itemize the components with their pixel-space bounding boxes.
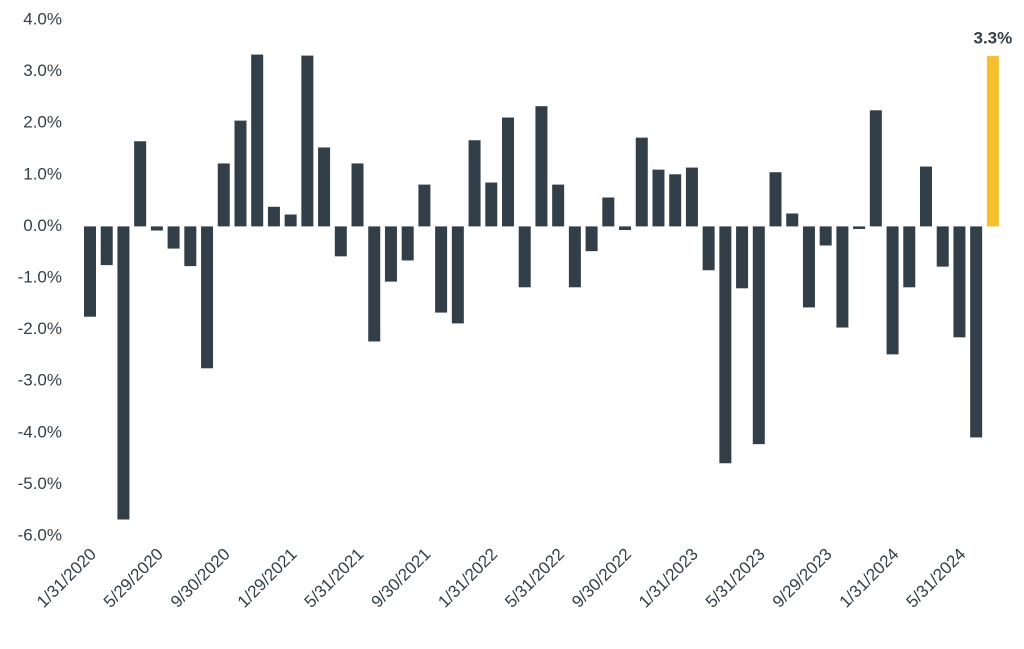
bar xyxy=(685,167,698,227)
x-tick-label: 1/31/2024 xyxy=(836,545,903,612)
bar xyxy=(284,214,297,227)
bar xyxy=(384,226,397,282)
bar xyxy=(552,184,565,227)
y-tick-label: -6.0% xyxy=(18,525,62,544)
bar xyxy=(986,56,999,227)
bar xyxy=(485,182,498,227)
y-tick-label: 1.0% xyxy=(23,164,62,183)
bar xyxy=(736,226,749,289)
bar xyxy=(217,163,230,227)
bar xyxy=(100,226,113,266)
bar xyxy=(970,226,983,438)
x-tick-label: 1/31/2022 xyxy=(434,545,501,612)
bar xyxy=(134,141,147,227)
x-tick-label: 5/31/2022 xyxy=(501,545,568,612)
y-tick-label: -5.0% xyxy=(18,474,62,493)
bar xyxy=(886,226,899,355)
bar xyxy=(769,172,782,227)
bar xyxy=(234,120,247,227)
bar xyxy=(84,226,96,317)
y-tick-label: 4.0% xyxy=(23,9,62,28)
y-tick-label: -4.0% xyxy=(18,422,62,441)
bar xyxy=(435,226,448,313)
bar xyxy=(568,226,581,288)
bar xyxy=(602,197,615,227)
bar xyxy=(150,226,163,231)
x-tick-label: 9/30/2020 xyxy=(167,545,234,612)
bar xyxy=(752,226,765,445)
x-tick-label: 9/30/2022 xyxy=(568,545,635,612)
x-tick-label: 5/31/2023 xyxy=(702,545,769,612)
bar xyxy=(267,206,280,227)
bar xyxy=(953,226,966,338)
y-tick-label: 3.0% xyxy=(23,61,62,80)
bar xyxy=(368,226,381,342)
y-tick-label: -1.0% xyxy=(18,267,62,286)
bar xyxy=(585,226,598,252)
bar xyxy=(418,184,431,227)
y-tick-label: 2.0% xyxy=(23,113,62,132)
bar xyxy=(518,226,531,288)
x-tick-label: 9/29/2023 xyxy=(769,545,836,612)
y-tick-label: 0.0% xyxy=(23,216,62,235)
bar xyxy=(920,166,932,227)
bar xyxy=(635,137,648,227)
y-tick-label: -3.0% xyxy=(18,371,62,390)
bar xyxy=(869,110,882,227)
bar xyxy=(535,106,548,227)
bar xyxy=(669,174,682,227)
bar xyxy=(786,213,799,227)
bar xyxy=(619,226,632,231)
bar xyxy=(936,226,949,267)
x-tick-label: 1/31/2020 xyxy=(33,545,100,612)
bar xyxy=(652,169,665,227)
x-tick-label: 5/31/2021 xyxy=(301,545,368,612)
bar xyxy=(819,226,832,246)
bar xyxy=(451,226,464,324)
bar xyxy=(251,54,264,227)
data-label: 3.3% xyxy=(974,29,1013,48)
bar xyxy=(702,226,715,271)
bar xyxy=(351,163,364,227)
bar xyxy=(184,226,197,267)
bar xyxy=(167,226,180,249)
bar xyxy=(468,140,481,227)
x-tick-label: 1/29/2021 xyxy=(234,545,301,612)
x-tick-label: 5/31/2024 xyxy=(903,545,970,612)
bar xyxy=(903,226,916,288)
bar xyxy=(502,117,514,227)
bar xyxy=(318,147,331,227)
bar xyxy=(719,226,732,464)
bar xyxy=(117,226,130,520)
x-tick-label: 1/31/2023 xyxy=(635,545,702,612)
bar xyxy=(201,226,214,369)
bar xyxy=(802,226,815,308)
x-tick-label: 9/30/2021 xyxy=(367,545,434,612)
y-tick-label: -2.0% xyxy=(18,319,62,338)
bar xyxy=(836,226,849,328)
bar xyxy=(301,55,314,227)
bar xyxy=(334,226,347,257)
bar xyxy=(853,226,866,229)
x-tick-label: 5/29/2020 xyxy=(100,545,167,612)
bar xyxy=(401,226,414,261)
